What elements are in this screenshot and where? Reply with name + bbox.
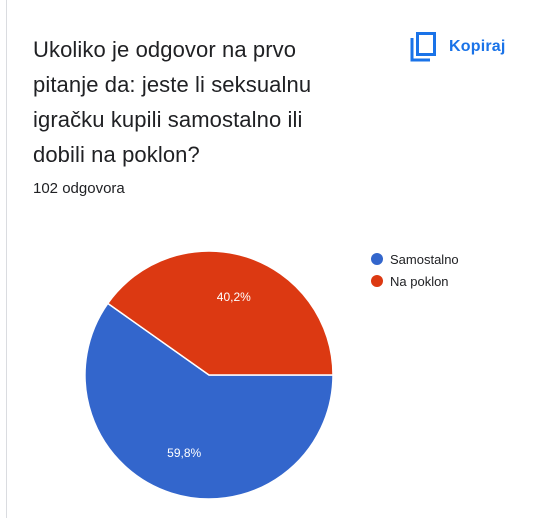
legend-item-samostalno[interactable]: Samostalno bbox=[371, 248, 459, 270]
chart-legend: Samostalno Na poklon bbox=[371, 248, 459, 292]
legend-label: Na poklon bbox=[390, 274, 449, 289]
pie-slice-label: 59,8% bbox=[167, 446, 201, 460]
legend-item-na-poklon[interactable]: Na poklon bbox=[371, 270, 459, 292]
pie-slice-label: 40,2% bbox=[217, 290, 251, 304]
legend-label: Samostalno bbox=[390, 252, 459, 267]
legend-swatch bbox=[371, 253, 383, 265]
legend-swatch bbox=[371, 275, 383, 287]
